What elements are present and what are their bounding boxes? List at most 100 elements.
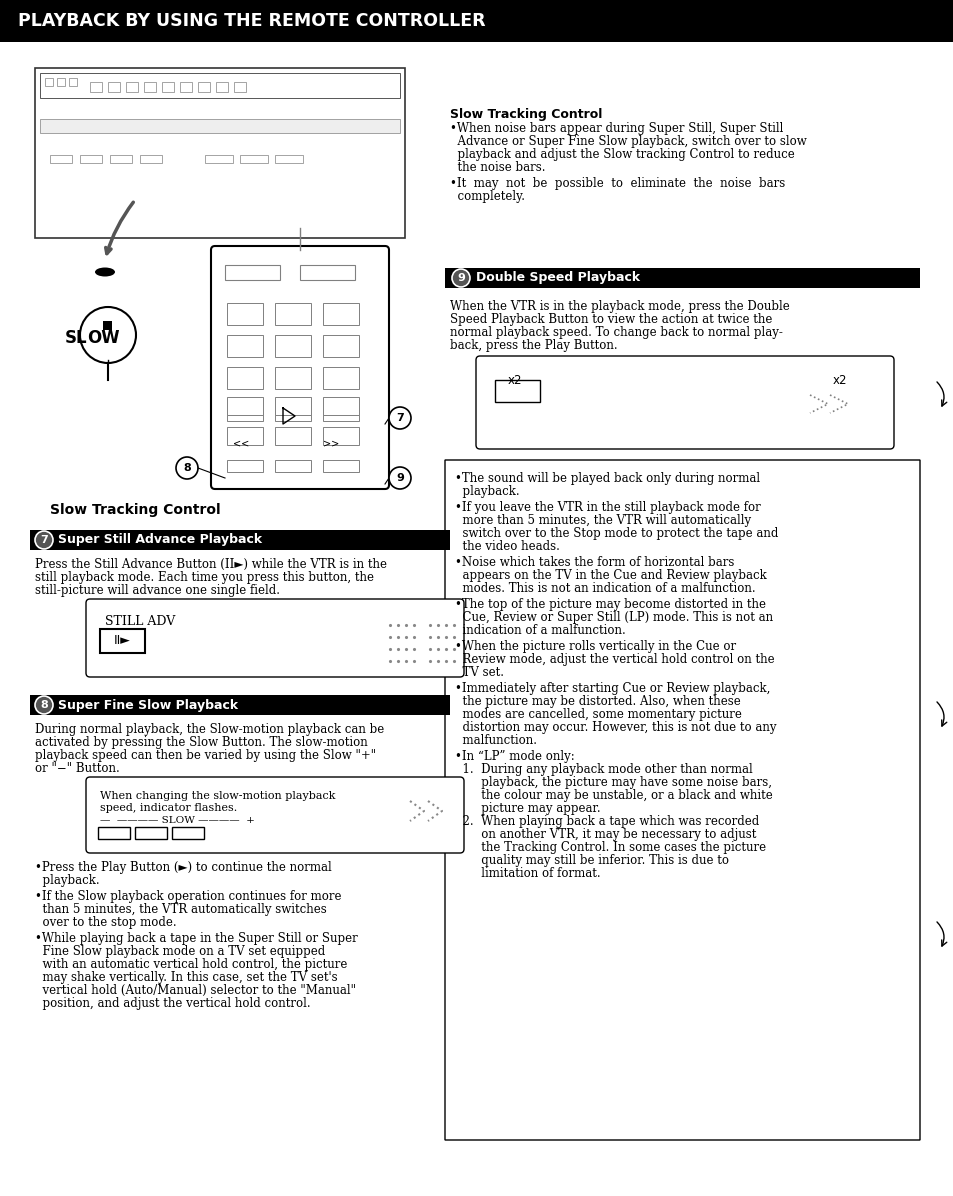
Text: •In “LP” mode only:: •In “LP” mode only: xyxy=(455,750,574,763)
Bar xyxy=(274,427,311,445)
Text: still-picture will advance one single field.: still-picture will advance one single fi… xyxy=(35,584,280,597)
Bar xyxy=(227,460,263,472)
Text: OW: OW xyxy=(87,329,119,347)
Bar xyxy=(274,460,311,472)
FancyBboxPatch shape xyxy=(35,68,405,238)
Bar xyxy=(227,303,263,325)
Text: back, press the Play Button.: back, press the Play Button. xyxy=(450,338,617,352)
Bar xyxy=(323,303,358,325)
Text: Super Still Advance Playback: Super Still Advance Playback xyxy=(58,533,262,547)
Bar xyxy=(227,367,263,389)
Bar xyxy=(444,268,919,288)
Text: 8: 8 xyxy=(40,700,48,710)
Bar xyxy=(205,155,233,163)
Text: quality may still be inferior. This is due to: quality may still be inferior. This is d… xyxy=(455,854,728,867)
Bar xyxy=(45,78,53,86)
Text: <<: << xyxy=(233,439,249,448)
Bar xyxy=(110,155,132,163)
Text: picture may appear.: picture may appear. xyxy=(455,803,600,814)
Bar xyxy=(233,83,246,92)
Circle shape xyxy=(80,307,136,364)
Text: •The top of the picture may become distorted in the: •The top of the picture may become disto… xyxy=(455,598,765,611)
Text: modes. This is not an indication of a malfunction.: modes. This is not an indication of a ma… xyxy=(455,582,755,594)
Bar xyxy=(227,399,263,421)
Text: activated by pressing the Slow Button. The slow-motion: activated by pressing the Slow Button. T… xyxy=(35,736,367,749)
Text: Press the Still Advance Button (II►) while the VTR is in the: Press the Still Advance Button (II►) whi… xyxy=(35,559,387,570)
Text: or "−" Button.: or "−" Button. xyxy=(35,762,120,775)
Text: playback speed can then be varied by using the Slow "+": playback speed can then be varied by usi… xyxy=(35,749,375,762)
FancyBboxPatch shape xyxy=(211,246,389,489)
Bar xyxy=(103,321,112,330)
Text: with an automatic vertical hold control, the picture: with an automatic vertical hold control,… xyxy=(35,958,347,971)
Text: 9: 9 xyxy=(456,273,464,283)
Text: •While playing back a tape in the Super Still or Super: •While playing back a tape in the Super … xyxy=(35,932,357,945)
Text: indication of a malfunction.: indication of a malfunction. xyxy=(455,624,625,637)
Text: the video heads.: the video heads. xyxy=(455,541,559,553)
Bar xyxy=(40,118,399,133)
Text: 2.  When playing back a tape which was recorded: 2. When playing back a tape which was re… xyxy=(455,814,759,828)
Bar xyxy=(172,826,204,840)
Text: Speed Playback Button to view the action at twice the: Speed Playback Button to view the action… xyxy=(450,313,772,327)
Text: speed, indicator flashes.: speed, indicator flashes. xyxy=(100,803,237,813)
Text: •If the Slow playback operation continues for more: •If the Slow playback operation continue… xyxy=(35,890,341,903)
Text: switch over to the Stop mode to protect the tape and: switch over to the Stop mode to protect … xyxy=(455,527,778,541)
Bar xyxy=(162,83,173,92)
Text: appears on the TV in the Cue and Review playback: appears on the TV in the Cue and Review … xyxy=(455,569,766,582)
Text: Fine Slow playback mode on a TV set equipped: Fine Slow playback mode on a TV set equi… xyxy=(35,945,325,958)
Text: •If you leave the VTR in the still playback mode for: •If you leave the VTR in the still playb… xyxy=(455,501,760,514)
Text: position, and adjust the vertical hold control.: position, and adjust the vertical hold c… xyxy=(35,997,311,1009)
FancyBboxPatch shape xyxy=(476,356,893,448)
Text: Super Fine Slow Playback: Super Fine Slow Playback xyxy=(58,698,238,712)
Text: II►: II► xyxy=(113,635,131,647)
Bar xyxy=(80,155,102,163)
Text: still playback mode. Each time you press this button, the: still playback mode. Each time you press… xyxy=(35,570,374,584)
Bar xyxy=(225,266,280,280)
Text: —  ———— SLOW ————  +: — ———— SLOW ———— + xyxy=(100,816,254,825)
Text: SL: SL xyxy=(65,329,88,347)
Text: •It  may  not  be  possible  to  eliminate  the  noise  bars: •It may not be possible to eliminate the… xyxy=(450,177,784,190)
Bar xyxy=(274,399,311,421)
Text: During normal playback, the Slow-motion playback can be: During normal playback, the Slow-motion … xyxy=(35,724,384,736)
Text: 8: 8 xyxy=(183,463,191,472)
Text: the picture may be distorted. Also, when these: the picture may be distorted. Also, when… xyxy=(455,695,740,708)
Text: playback.: playback. xyxy=(455,486,519,498)
Text: Cue, Review or Super Still (LP) mode. This is not an: Cue, Review or Super Still (LP) mode. Th… xyxy=(455,611,772,624)
Text: STILL ADV: STILL ADV xyxy=(105,615,175,628)
Text: •Immediately after starting Cue or Review playback,: •Immediately after starting Cue or Revie… xyxy=(455,682,770,695)
Text: •When noise bars appear during Super Still, Super Still: •When noise bars appear during Super Sti… xyxy=(450,122,782,135)
Text: may shake vertically. In this case, set the TV set's: may shake vertically. In this case, set … xyxy=(35,971,337,984)
Text: malfunction.: malfunction. xyxy=(455,734,537,748)
Bar xyxy=(274,397,311,415)
Bar xyxy=(495,380,539,402)
Circle shape xyxy=(35,696,53,714)
Text: playback and adjust the Slow tracking Control to reduce: playback and adjust the Slow tracking Co… xyxy=(450,148,794,161)
Bar xyxy=(274,335,311,356)
Text: on another VTR, it may be necessary to adjust: on another VTR, it may be necessary to a… xyxy=(455,828,756,841)
Bar xyxy=(323,399,358,421)
Bar xyxy=(30,530,450,550)
Text: •Press the Play Button (►) to continue the normal: •Press the Play Button (►) to continue t… xyxy=(35,861,332,874)
Text: the noise bars.: the noise bars. xyxy=(450,161,545,173)
Bar xyxy=(98,826,130,840)
Bar xyxy=(90,83,102,92)
Text: vertical hold (Auto/Manual) selector to the "Manual": vertical hold (Auto/Manual) selector to … xyxy=(35,984,355,997)
Bar xyxy=(227,427,263,445)
FancyBboxPatch shape xyxy=(86,599,463,677)
Text: Review mode, adjust the vertical hold control on the: Review mode, adjust the vertical hold co… xyxy=(455,653,774,666)
Bar xyxy=(323,397,358,415)
Text: the Tracking Control. In some cases the picture: the Tracking Control. In some cases the … xyxy=(455,841,765,854)
Bar xyxy=(274,367,311,389)
Text: distortion may occur. However, this is not due to any: distortion may occur. However, this is n… xyxy=(455,721,776,734)
Bar xyxy=(100,629,145,653)
Text: •The sound will be played back only during normal: •The sound will be played back only duri… xyxy=(455,472,760,486)
Bar xyxy=(323,367,358,389)
Text: modes are cancelled, some momentary picture: modes are cancelled, some momentary pict… xyxy=(455,708,741,721)
Bar xyxy=(323,460,358,472)
Text: x2: x2 xyxy=(507,374,521,388)
Text: Advance or Super Fine Slow playback, switch over to slow: Advance or Super Fine Slow playback, swi… xyxy=(450,135,806,148)
Text: the colour may be unstable, or a black and white: the colour may be unstable, or a black a… xyxy=(455,789,772,803)
Text: 1.  During any playback mode other than normal: 1. During any playback mode other than n… xyxy=(455,763,752,776)
Text: over to the stop mode.: over to the stop mode. xyxy=(35,916,176,929)
Text: Slow Tracking Control: Slow Tracking Control xyxy=(50,504,220,517)
Text: When the VTR is in the playback mode, press the Double: When the VTR is in the playback mode, pr… xyxy=(450,300,789,313)
